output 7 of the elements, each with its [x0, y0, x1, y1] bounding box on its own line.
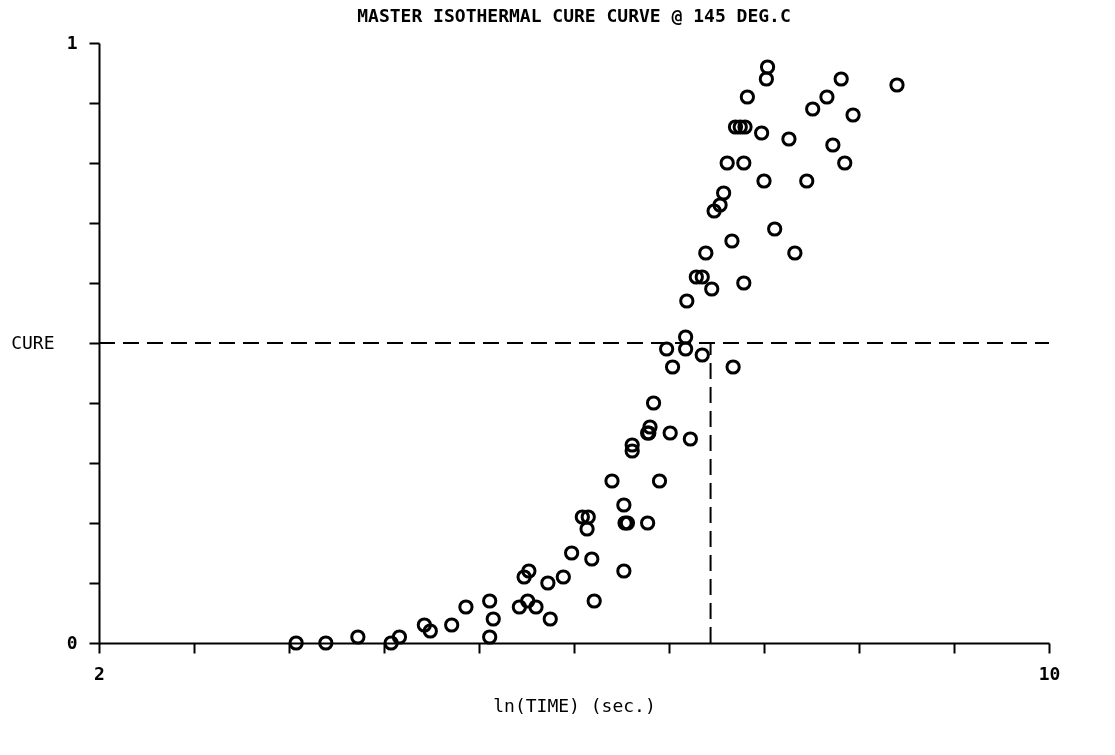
x-axis-title: ln(TIME) (sec.)	[493, 694, 656, 716]
y-axis-title: CURE	[11, 331, 55, 353]
x-tick-label: 10	[1038, 662, 1061, 684]
x-tick-label: 2	[94, 662, 105, 684]
chart-title: MASTER ISOTHERMAL CURE CURVE @ 145 DEG.C	[357, 5, 791, 26]
y-tick-label: 0	[66, 631, 78, 653]
y-tick-label: 1	[66, 31, 78, 53]
